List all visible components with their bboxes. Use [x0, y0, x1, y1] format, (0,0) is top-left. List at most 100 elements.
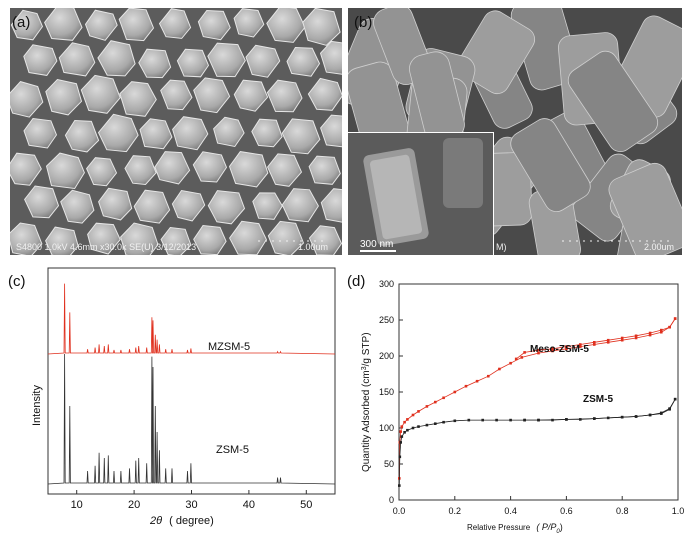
xrd-x-tick-label: 40	[243, 499, 255, 511]
isotherm-y-label-pre: Quantity Adsorbed (cm	[361, 370, 372, 472]
sem-crystal	[308, 225, 342, 255]
xrd-series-label-mzsm5: MZSM-5	[208, 341, 250, 353]
isotherm-adsorption-point-0	[464, 384, 468, 388]
isotherm-adsorption-point-0	[487, 374, 490, 378]
isotherm-adsorption-point-1	[411, 426, 415, 430]
xrd-x-unit: ( degree)	[169, 515, 214, 527]
sem-crystal	[118, 8, 155, 42]
sem-crystal	[119, 81, 157, 117]
xrd-x-tick-label: 10	[71, 499, 83, 511]
isotherm-desorption-point-0	[551, 347, 554, 351]
isotherm-adsorption-point-0	[403, 420, 406, 424]
isotherm-y-tick-label: 300	[379, 279, 394, 289]
isotherm-adsorption-point-0	[442, 396, 445, 400]
sem-crystal	[193, 77, 231, 114]
sem-crystal	[229, 220, 267, 255]
isotherm-x-tick-label: 0.2	[449, 506, 462, 516]
isotherm-y-label-sup: 3	[361, 366, 368, 370]
sem-crystal	[10, 152, 42, 186]
sem-crystal	[160, 226, 192, 255]
isotherm-adsorption-point-1	[495, 418, 498, 422]
sem-crystal	[87, 222, 121, 255]
isotherm-x-tick-label: 0.4	[504, 506, 517, 516]
sem-info-text-a: S4800 1.0kV 4.6mm x30.0k SE(U) 3/12/2013	[16, 242, 197, 252]
isotherm-x-tick-label: 0.6	[560, 506, 573, 516]
sem-crystal	[192, 151, 228, 183]
sem-crystal	[608, 162, 682, 255]
sem-crystal	[267, 220, 305, 255]
sem-crystal	[97, 40, 136, 77]
isotherm-desorption-point-0	[648, 331, 652, 335]
isotherm-desorption-point-0	[514, 357, 518, 361]
panel-label-b: (b)	[354, 14, 373, 31]
isotherm-desorption-point-1	[660, 411, 663, 415]
sem-crystal	[154, 151, 191, 185]
isotherm-desorption-point-1	[593, 417, 596, 420]
sem-crystal	[228, 151, 269, 188]
sem-crystal	[266, 8, 306, 43]
isotherm-adsorption-point-0	[634, 336, 638, 340]
sem-crystal	[197, 9, 231, 41]
isotherm-desorption-point-0	[593, 341, 596, 344]
isotherm-adsorption-point-0	[551, 349, 554, 353]
isotherm-x-tick-label: 0.8	[616, 506, 629, 516]
sem-crystal	[80, 74, 121, 114]
isotherm-desorption-point-0	[668, 325, 671, 329]
isotherm-adsorption-point-0	[453, 390, 457, 394]
isotherm-desorption-point-0	[606, 338, 610, 342]
isotherm-adsorption-point-0	[417, 410, 420, 413]
panel-label-a: (a)	[12, 14, 31, 31]
isotherm-adsorption-point-0	[606, 341, 610, 344]
isotherm-adsorption-line-0	[398, 318, 676, 479]
isotherm-adsorption-point-1	[467, 418, 471, 422]
isotherm-adsorption-point-1	[398, 484, 401, 487]
isotherm-adsorption-point-0	[406, 418, 409, 421]
sem-crystal	[133, 189, 171, 224]
sem-crystal	[84, 9, 118, 41]
panel-label-d: (d)	[347, 273, 365, 290]
sem-crystal	[251, 118, 283, 148]
isotherm-adsorption-point-0	[498, 367, 501, 371]
isotherm-desorption-point-0	[579, 343, 582, 346]
isotherm-adsorption-point-0	[400, 425, 404, 428]
sem-crystal	[281, 118, 321, 155]
isotherm-desorption-point-0	[673, 317, 677, 320]
isotherm-y-label-post: /g STP)	[361, 332, 372, 366]
crystal-field-a	[10, 8, 342, 255]
isotherm-adsorption-point-1	[453, 419, 457, 423]
isotherm-series-label-meso: Meso-ZSM-5	[530, 344, 589, 355]
isotherm-adsorption-point-0	[565, 347, 568, 351]
isotherm-x-label-symbol: ( P/P	[536, 522, 556, 532]
xrd-panel-c: (c) 10 20 30 40 50 MZSM-5 ZSM-5 Intensity 2θ…	[0, 262, 345, 544]
sem-crystal	[307, 77, 342, 111]
isotherm-y-tick-label: 0	[389, 495, 394, 505]
isotherm-desorption-point-1	[565, 418, 568, 421]
isotherm-adsorption-point-1	[442, 420, 445, 424]
sem-crystal	[60, 189, 95, 224]
isotherm-y-tick-label: 200	[379, 351, 394, 361]
crystal-field-b	[348, 8, 682, 255]
isotherm-y-axis-label: Quantity Adsorbed (cm3/g STP)	[361, 332, 373, 472]
sem-crystal	[98, 187, 133, 221]
sem-crystal	[124, 155, 157, 186]
sem-crystal	[319, 40, 342, 75]
sem-crystal	[252, 192, 283, 220]
xrd-x-tick-label: 20	[128, 499, 140, 511]
inset-scale-bar	[360, 250, 396, 252]
isotherm-plot-frame	[398, 283, 679, 501]
isotherm-x-label-close: )	[560, 522, 563, 532]
sem-crystal	[286, 46, 321, 77]
isotherm-desorption-line-1	[524, 398, 676, 421]
isotherm-adsorption-line-1	[398, 399, 676, 486]
isotherm-desorption-line-0	[515, 318, 676, 360]
isotherm-x-label-text: Relative Pressure	[467, 523, 531, 532]
isotherm-desorption-point-0	[620, 336, 624, 340]
isotherm-desorption-point-1	[634, 415, 638, 418]
sem-crystal	[138, 48, 172, 79]
isotherm-adsorption-point-1	[399, 441, 402, 444]
sem-crystal	[567, 50, 659, 153]
sem-crystal	[10, 222, 43, 255]
sem-crystal	[281, 188, 319, 223]
isotherm-desorption-point-0	[660, 328, 663, 332]
sem-crystal	[233, 8, 265, 38]
